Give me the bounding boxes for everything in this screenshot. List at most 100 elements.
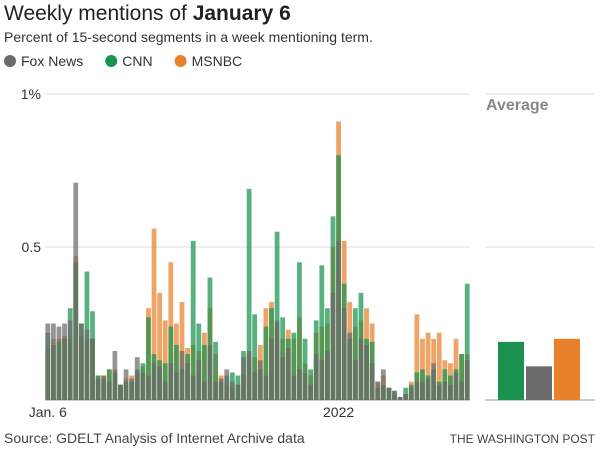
bar xyxy=(313,354,319,400)
bar xyxy=(341,308,347,400)
bar xyxy=(106,381,112,400)
bar xyxy=(386,387,392,400)
bar xyxy=(291,332,297,400)
bar xyxy=(459,381,465,400)
source: Source: GDELT Analysis of Internet Archi… xyxy=(4,430,305,446)
bar xyxy=(140,372,146,400)
bar xyxy=(319,265,325,400)
bar xyxy=(352,308,358,400)
bar xyxy=(201,381,207,400)
bar xyxy=(190,375,196,400)
bar xyxy=(62,323,67,400)
bar xyxy=(213,341,218,400)
bar xyxy=(207,344,213,400)
y-tick-label: 0.5 xyxy=(22,239,42,255)
average-bar xyxy=(554,338,580,400)
bar xyxy=(157,366,163,400)
bar xyxy=(274,320,280,400)
bar xyxy=(129,378,135,400)
average-bar xyxy=(526,366,552,400)
bar xyxy=(302,372,308,400)
bar xyxy=(45,323,51,400)
bar xyxy=(325,351,330,400)
bar xyxy=(151,228,157,400)
bar xyxy=(397,396,403,400)
bar xyxy=(196,360,202,400)
bar xyxy=(229,381,235,400)
bar xyxy=(263,375,269,400)
average-bar xyxy=(498,341,524,400)
bar xyxy=(285,347,291,400)
bar xyxy=(168,363,174,400)
bar xyxy=(224,369,230,400)
title-text: Weekly mentions of xyxy=(4,2,187,25)
bar xyxy=(297,262,302,400)
bar xyxy=(78,323,84,400)
bar xyxy=(235,384,241,400)
bar xyxy=(459,354,465,400)
bar xyxy=(408,387,414,400)
bar xyxy=(436,384,442,400)
legend-swatch xyxy=(105,55,118,67)
bar xyxy=(414,381,420,400)
bar xyxy=(352,360,358,400)
bar xyxy=(464,360,470,400)
credit: THE WASHINGTON POST xyxy=(450,432,596,446)
bar xyxy=(50,323,56,400)
bar xyxy=(73,182,79,400)
bar xyxy=(464,283,470,400)
bar xyxy=(162,320,168,400)
title-highlight: January 6 xyxy=(193,2,291,25)
bar xyxy=(358,338,364,400)
x-tick-label: Jan. 6 xyxy=(29,404,67,420)
bar xyxy=(252,314,258,400)
y-tick-label: 1% xyxy=(21,86,41,102)
bar xyxy=(263,326,269,400)
bar xyxy=(246,188,252,400)
bar xyxy=(414,314,420,400)
bar xyxy=(101,375,107,400)
bar xyxy=(336,240,341,400)
bar xyxy=(375,381,381,400)
bar xyxy=(436,332,442,400)
bar xyxy=(453,372,459,400)
bar xyxy=(213,381,218,400)
bar xyxy=(151,363,157,400)
bar xyxy=(246,351,252,400)
legend-label: CNN xyxy=(122,53,152,69)
bar xyxy=(201,344,207,400)
chart-title: Weekly mentions of January 6 xyxy=(4,2,291,25)
bar xyxy=(403,393,409,400)
legend-swatch xyxy=(174,55,187,67)
bar xyxy=(179,302,185,400)
bar xyxy=(425,378,431,400)
bar xyxy=(134,357,140,400)
bar xyxy=(146,317,151,400)
bar xyxy=(179,351,185,400)
bar xyxy=(291,375,297,400)
bar xyxy=(420,381,425,400)
bar xyxy=(431,363,437,400)
bar xyxy=(274,231,280,400)
bar xyxy=(67,320,73,400)
bar xyxy=(84,329,90,400)
bar xyxy=(90,338,95,400)
bar xyxy=(112,351,118,400)
bar xyxy=(95,378,101,400)
bar xyxy=(330,292,336,400)
bar xyxy=(380,369,386,400)
bar xyxy=(302,338,308,400)
legend-swatch xyxy=(4,55,16,67)
bar xyxy=(364,344,369,400)
average-title: Average xyxy=(486,97,549,114)
bar xyxy=(425,332,431,400)
bar xyxy=(174,372,179,400)
bar xyxy=(269,338,274,400)
bar xyxy=(118,384,123,400)
bar xyxy=(252,372,258,400)
x-tick-label: 2022 xyxy=(323,404,354,420)
bar xyxy=(190,240,196,400)
bar xyxy=(448,384,453,400)
